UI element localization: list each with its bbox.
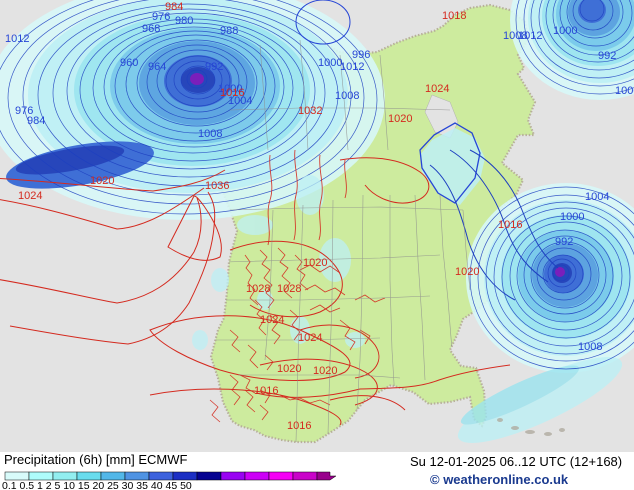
svg-text:Su 12-01-2025 06..12 UTC (12+1: Su 12-01-2025 06..12 UTC (12+168) [410, 454, 622, 469]
svg-text:1020: 1020 [90, 175, 114, 187]
svg-text:996: 996 [352, 49, 370, 61]
svg-text:1024: 1024 [298, 332, 322, 344]
svg-text:984: 984 [27, 115, 45, 127]
svg-text:1032: 1032 [298, 105, 322, 117]
svg-text:992: 992 [598, 50, 616, 62]
svg-text:1028: 1028 [246, 283, 270, 295]
svg-text:1012: 1012 [518, 30, 542, 42]
svg-text:1000: 1000 [615, 85, 634, 97]
svg-text:1012: 1012 [340, 61, 364, 73]
svg-text:1020: 1020 [303, 257, 327, 269]
svg-text:1016: 1016 [498, 219, 522, 231]
svg-text:968: 968 [142, 23, 160, 35]
svg-text:1000: 1000 [318, 57, 342, 69]
svg-text:1028: 1028 [277, 283, 301, 295]
svg-text:964: 964 [148, 61, 166, 73]
svg-text:1020: 1020 [455, 266, 479, 278]
svg-text:988: 988 [220, 25, 238, 37]
svg-text:976: 976 [152, 11, 170, 23]
svg-text:1036: 1036 [205, 180, 229, 192]
svg-text:1016: 1016 [287, 420, 311, 432]
svg-text:1024: 1024 [425, 83, 449, 95]
svg-text:1012: 1012 [5, 33, 29, 45]
svg-text:1018: 1018 [442, 10, 466, 22]
svg-text:1004: 1004 [585, 191, 609, 203]
svg-text:992: 992 [205, 61, 223, 73]
svg-text:0.1 0.5 1 2 5 10 15 2: 0.1 0.5 1 2 5 10 15 20 25 30 35 40 45 50 [2, 480, 192, 490]
svg-text:1008: 1008 [198, 128, 222, 140]
svg-text:Precipitation (6h) [mm] ECMWF: Precipitation (6h) [mm] ECMWF [4, 452, 188, 467]
svg-text:1000: 1000 [560, 211, 584, 223]
svg-text:1020: 1020 [313, 365, 337, 377]
svg-text:1024: 1024 [18, 190, 42, 202]
svg-text:1024: 1024 [260, 314, 284, 326]
svg-text:1020: 1020 [388, 113, 412, 125]
svg-text:980: 980 [175, 15, 193, 27]
svg-text:© weatheronline.co.uk: © weatheronline.co.uk [430, 472, 569, 487]
svg-text:1016: 1016 [220, 87, 244, 99]
svg-text:1016: 1016 [254, 385, 278, 397]
svg-text:1008: 1008 [578, 341, 602, 353]
svg-text:1020: 1020 [277, 363, 301, 375]
svg-text:1008: 1008 [335, 90, 359, 102]
svg-text:992: 992 [555, 236, 573, 248]
svg-text:1000: 1000 [553, 25, 577, 37]
svg-text:960: 960 [120, 57, 138, 69]
